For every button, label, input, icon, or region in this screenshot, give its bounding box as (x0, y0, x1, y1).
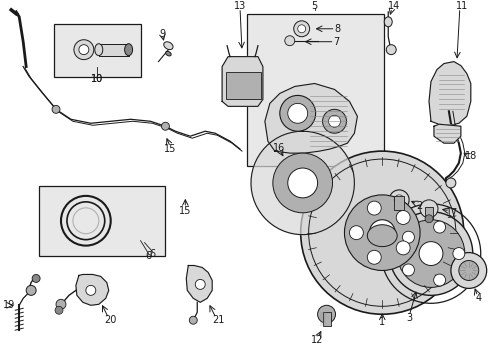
Circle shape (195, 279, 205, 289)
Circle shape (386, 45, 395, 55)
Ellipse shape (124, 44, 132, 56)
Circle shape (433, 221, 445, 233)
Circle shape (279, 95, 315, 131)
Circle shape (322, 109, 346, 133)
Circle shape (424, 215, 432, 223)
Circle shape (402, 264, 414, 276)
Circle shape (458, 261, 478, 280)
Text: 11: 11 (455, 1, 467, 11)
Circle shape (79, 45, 89, 55)
Circle shape (86, 285, 96, 295)
Circle shape (402, 231, 414, 243)
Circle shape (366, 250, 381, 264)
Text: 9: 9 (159, 29, 165, 39)
Circle shape (366, 201, 381, 215)
Text: 20: 20 (104, 315, 117, 325)
Circle shape (287, 103, 307, 123)
Circle shape (368, 220, 394, 246)
Bar (225, 72, 261, 99)
Circle shape (328, 115, 340, 127)
Circle shape (418, 242, 442, 266)
Circle shape (452, 248, 464, 260)
Ellipse shape (163, 42, 173, 50)
Text: 6: 6 (149, 248, 155, 258)
Circle shape (388, 190, 408, 210)
Circle shape (189, 316, 197, 324)
Circle shape (388, 212, 472, 295)
Text: 14: 14 (387, 1, 400, 11)
Text: 10: 10 (90, 73, 102, 84)
Circle shape (445, 178, 455, 188)
Text: 2: 2 (415, 201, 421, 211)
Bar (424, 207, 432, 219)
Polygon shape (222, 57, 263, 106)
Circle shape (32, 274, 40, 282)
Text: 21: 21 (211, 315, 224, 325)
Circle shape (433, 274, 445, 286)
Ellipse shape (366, 225, 396, 247)
Circle shape (74, 40, 94, 60)
Text: 18: 18 (464, 151, 476, 161)
Polygon shape (250, 131, 354, 235)
Text: 12: 12 (311, 335, 323, 345)
Circle shape (300, 151, 463, 314)
Text: 16: 16 (272, 143, 285, 153)
Bar (246, 14, 384, 166)
Polygon shape (76, 274, 108, 305)
Text: 10: 10 (90, 73, 102, 84)
Circle shape (393, 195, 403, 205)
Text: 8: 8 (334, 24, 340, 34)
Circle shape (344, 195, 419, 270)
Text: 4: 4 (475, 293, 481, 303)
Circle shape (317, 305, 335, 323)
Bar (39, 186, 165, 256)
Circle shape (56, 299, 66, 309)
Bar (322, 312, 330, 326)
Circle shape (161, 122, 169, 130)
Ellipse shape (95, 44, 102, 56)
Text: 3: 3 (405, 313, 411, 323)
Circle shape (395, 241, 409, 255)
Circle shape (272, 153, 332, 213)
Polygon shape (264, 84, 357, 153)
Circle shape (297, 25, 305, 33)
Ellipse shape (165, 51, 171, 56)
Bar (99, 44, 128, 56)
Circle shape (287, 168, 317, 198)
Text: 17: 17 (445, 208, 457, 218)
Text: 5: 5 (311, 1, 317, 11)
Text: 19: 19 (3, 300, 15, 310)
Circle shape (450, 253, 486, 288)
Text: 15: 15 (179, 206, 191, 216)
Text: 1: 1 (378, 317, 385, 327)
Bar (54, 24, 140, 77)
Text: 15: 15 (164, 144, 176, 154)
Text: 6: 6 (145, 251, 151, 261)
Ellipse shape (384, 17, 391, 27)
Circle shape (419, 200, 437, 218)
Circle shape (55, 306, 63, 314)
Circle shape (284, 36, 294, 46)
Text: 7: 7 (333, 37, 339, 47)
Polygon shape (186, 266, 212, 302)
Circle shape (293, 21, 309, 37)
Circle shape (52, 105, 60, 113)
Circle shape (26, 285, 36, 295)
Circle shape (395, 211, 409, 224)
Bar (393, 196, 403, 210)
Circle shape (396, 220, 464, 287)
Polygon shape (433, 124, 460, 143)
Circle shape (349, 226, 363, 240)
Polygon shape (428, 62, 470, 125)
Text: 13: 13 (233, 1, 245, 11)
